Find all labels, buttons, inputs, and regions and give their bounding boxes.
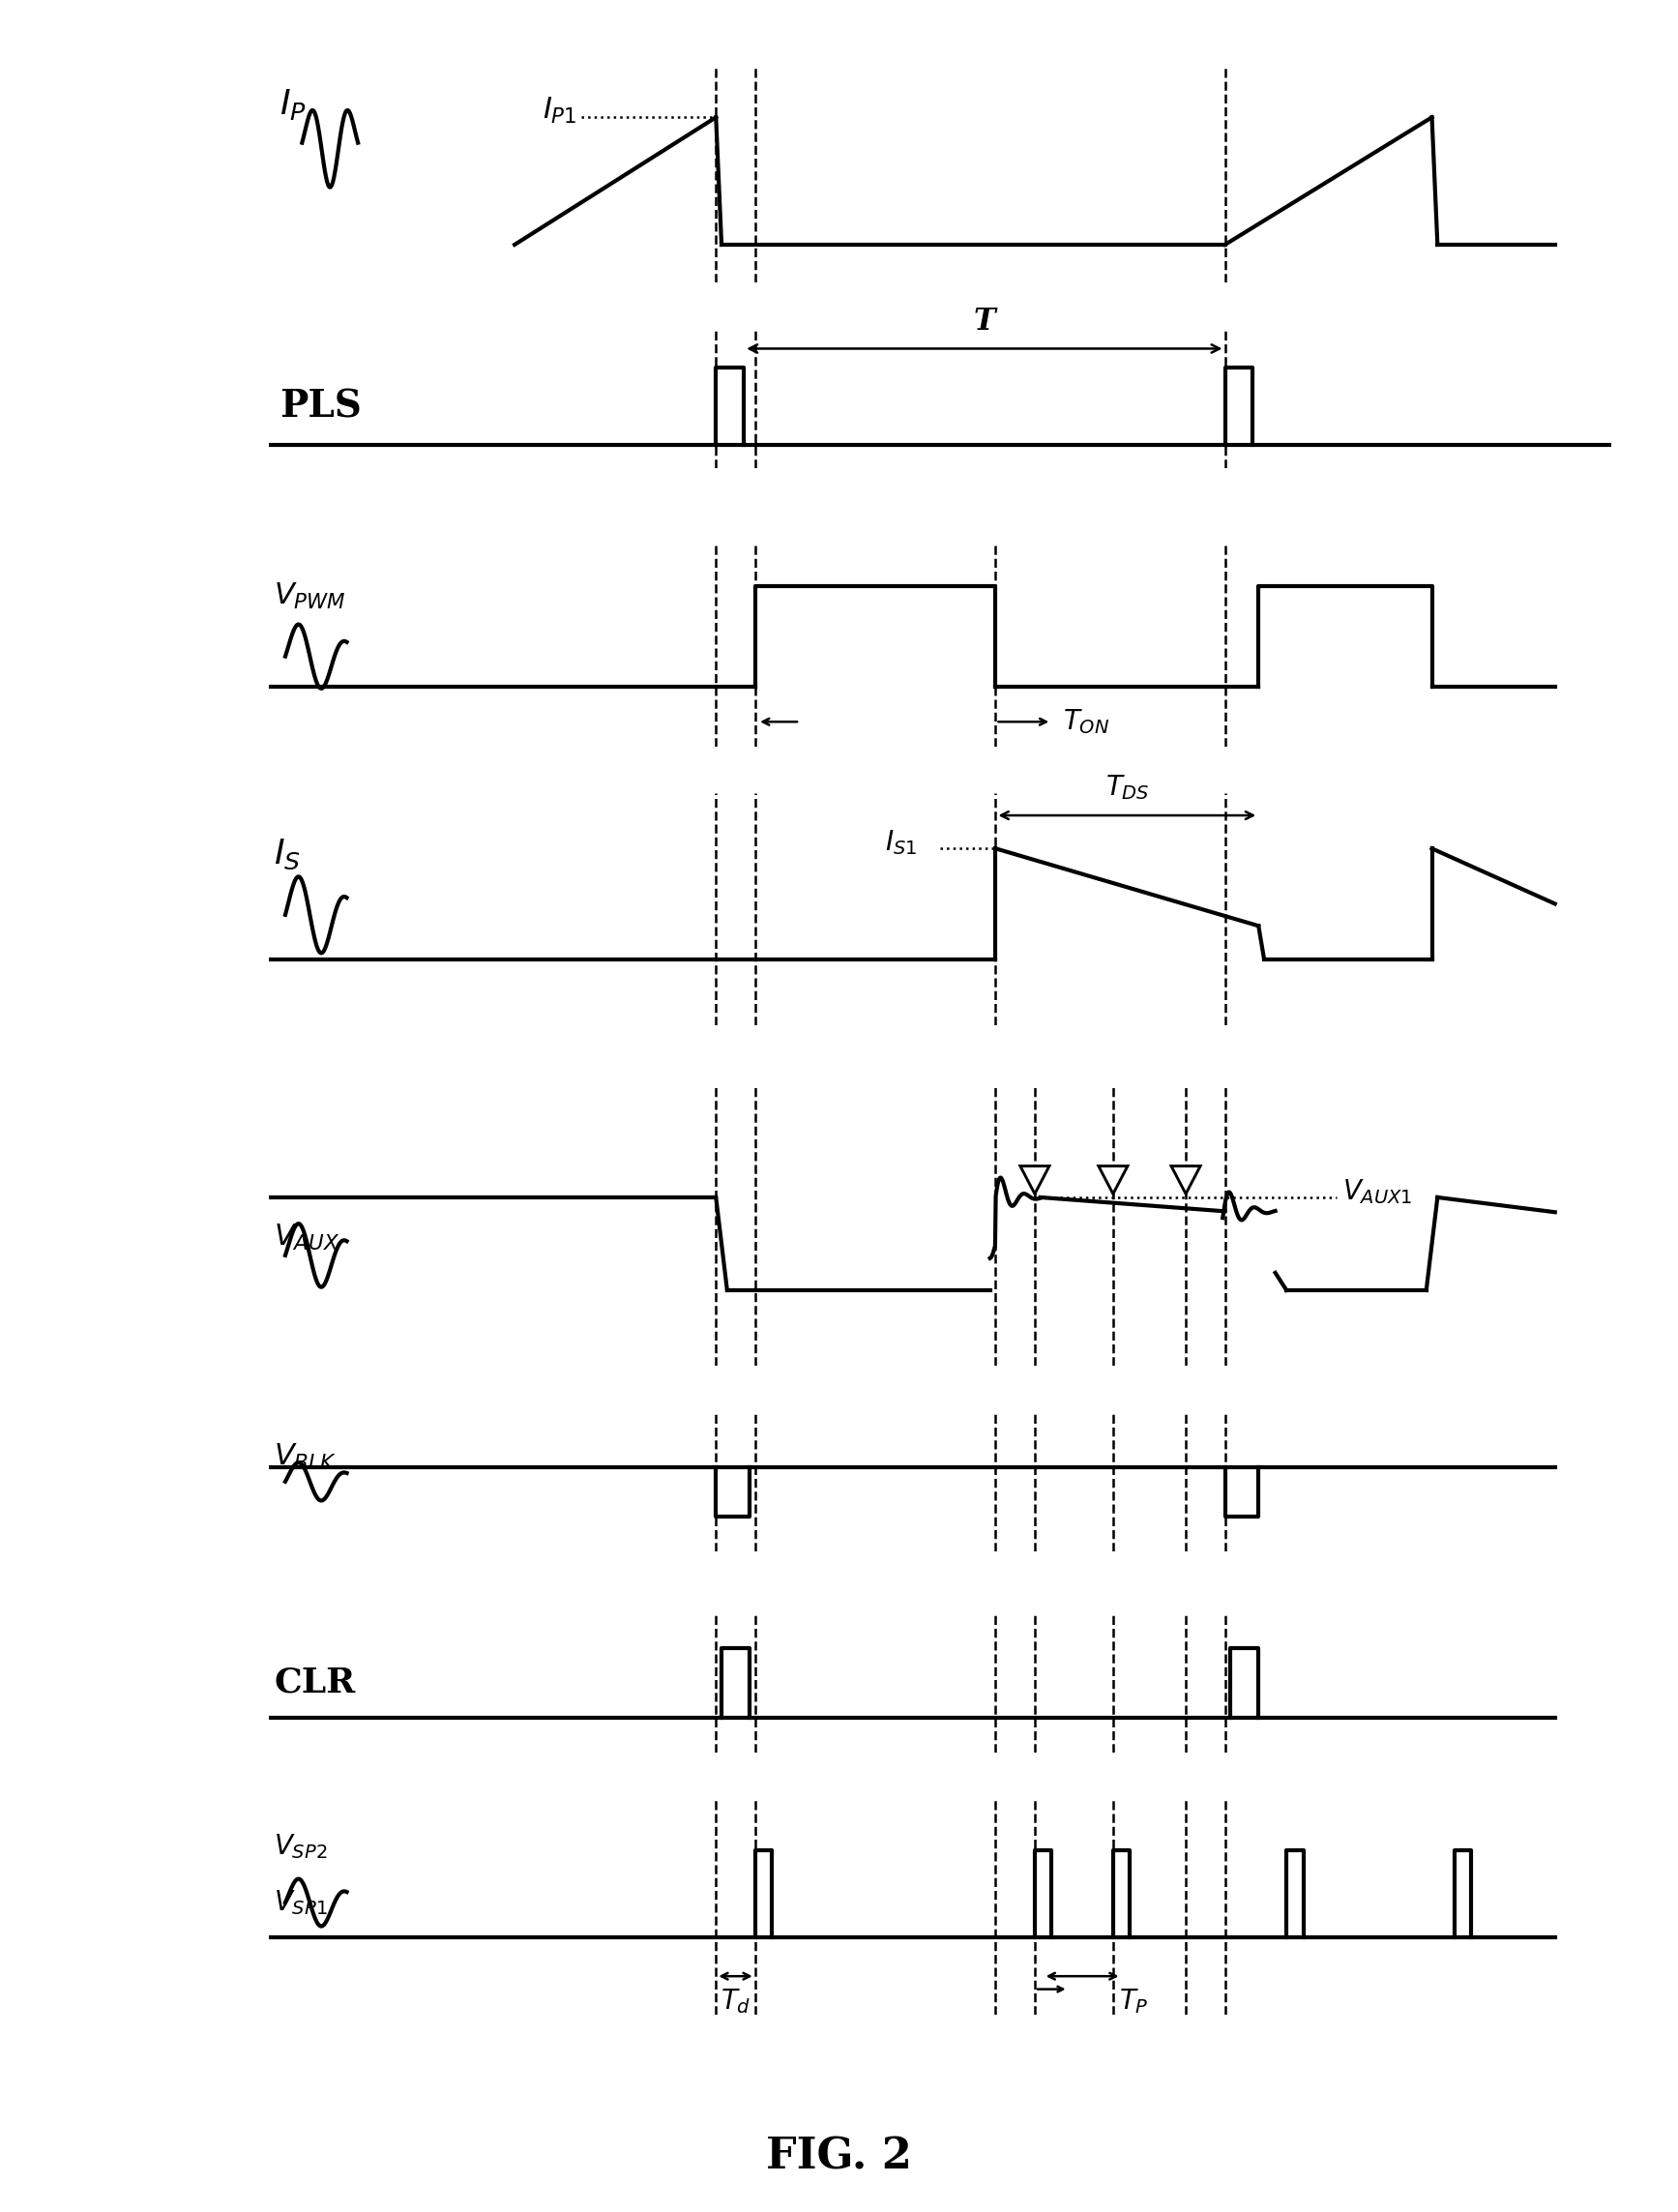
- Text: PLS: PLS: [280, 389, 362, 425]
- Text: $V_{BLK}$: $V_{BLK}$: [274, 1442, 337, 1473]
- Text: FIG. 2: FIG. 2: [767, 2137, 911, 2177]
- Text: $V_{PWM}$: $V_{PWM}$: [274, 582, 346, 611]
- Text: $I_P$: $I_P$: [280, 86, 307, 122]
- Text: $T_d$: $T_d$: [720, 1986, 750, 2015]
- Text: $V_{SP1}$: $V_{SP1}$: [274, 1889, 327, 1918]
- Text: $T_{ON}$: $T_{ON}$: [1062, 708, 1109, 737]
- Text: $T_{DS}$: $T_{DS}$: [1106, 774, 1149, 803]
- Text: $I_S$: $I_S$: [274, 836, 300, 872]
- Text: $V_{AUX1}$: $V_{AUX1}$: [1342, 1177, 1413, 1206]
- Text: $V_{SP2}$: $V_{SP2}$: [274, 1832, 327, 1860]
- Text: $I_{S1}$: $I_{S1}$: [886, 830, 918, 858]
- Text: $I_{P1}$: $I_{P1}$: [542, 95, 577, 126]
- Text: CLR: CLR: [274, 1666, 356, 1699]
- Text: $T_P$: $T_P$: [1119, 1986, 1148, 2015]
- Text: T: T: [973, 307, 995, 336]
- Polygon shape: [1099, 1166, 1128, 1194]
- Polygon shape: [1171, 1166, 1200, 1194]
- Text: $V_{AUX}$: $V_{AUX}$: [274, 1223, 341, 1252]
- Polygon shape: [1020, 1166, 1049, 1194]
